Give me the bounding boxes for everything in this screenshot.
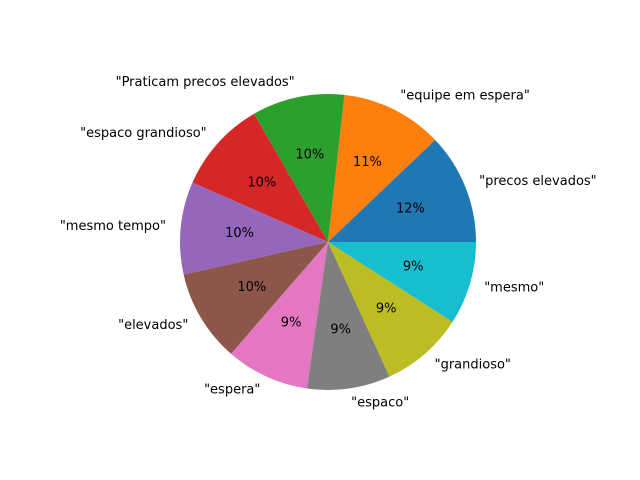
pie-slice-4 (180, 182, 328, 275)
pie-percent-label-7: 9% (330, 322, 351, 337)
pie-slice-8 (328, 242, 453, 377)
pie-percent-label-5: 10% (237, 280, 266, 295)
pie-category-label-0: "precos elevados" (479, 174, 597, 189)
pie-category-label-2: "Praticam precos elevados" (116, 75, 295, 90)
pie-percent-labels: 12% 11% 10% 10% 10% 10% 9% 9% 9% 9% (225, 148, 425, 338)
pie-slice-6 (231, 242, 328, 389)
pie-slice-5 (183, 242, 328, 354)
pie-slice-1 (328, 94, 436, 242)
pie-slice-7 (306, 242, 390, 390)
pie-percent-label-6: 9% (281, 315, 302, 330)
pie-percent-label-9: 9% (403, 260, 424, 275)
pie-percent-label-4: 10% (225, 226, 254, 241)
pie-category-label-5: "elevados" (118, 318, 188, 333)
pie-percent-label-2: 10% (295, 148, 324, 163)
pie-category-label-7: "espaco" (351, 396, 409, 411)
pie-category-label-4: "mesmo tempo" (60, 219, 166, 234)
pie-slice-2 (254, 94, 345, 242)
pie-percent-label-1: 11% (353, 155, 382, 170)
pie-slice-3 (192, 113, 328, 242)
pie-slice-0 (328, 139, 476, 242)
pie-slices (180, 94, 476, 390)
pie-category-labels: "precos elevados" "equipe em espera" "Prat… (60, 75, 597, 410)
pie-percent-label-3: 10% (247, 175, 276, 190)
pie-slice-9 (328, 242, 476, 323)
pie-category-label-3: "espaco grandioso" (80, 126, 207, 141)
pie-category-label-9: "mesmo" (484, 280, 544, 295)
pie-percent-label-0: 12% (396, 201, 425, 216)
pie-category-label-1: "equipe em espera" (400, 89, 530, 104)
pie-category-label-6: "espera" (204, 383, 260, 398)
pie-percent-label-8: 9% (376, 302, 397, 317)
pie-category-label-8: "grandioso" (435, 358, 511, 373)
